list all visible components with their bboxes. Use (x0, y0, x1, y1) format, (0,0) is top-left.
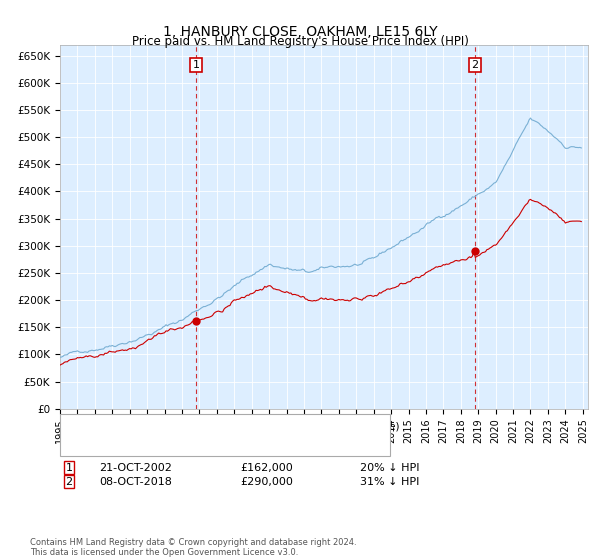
Text: 2: 2 (471, 60, 478, 70)
Text: Contains HM Land Registry data © Crown copyright and database right 2024.
This d: Contains HM Land Registry data © Crown c… (30, 538, 356, 557)
Text: 1, HANBURY CLOSE, OAKHAM, LE15 6LY (detached house): 1, HANBURY CLOSE, OAKHAM, LE15 6LY (deta… (99, 421, 400, 431)
Text: 1, HANBURY CLOSE, OAKHAM, LE15 6LY: 1, HANBURY CLOSE, OAKHAM, LE15 6LY (163, 25, 437, 39)
Text: 2: 2 (65, 477, 73, 487)
Text: ————: ———— (69, 419, 119, 433)
Text: 21-OCT-2002: 21-OCT-2002 (99, 463, 172, 473)
Text: 08-OCT-2018: 08-OCT-2018 (99, 477, 172, 487)
Text: 1: 1 (65, 463, 73, 473)
Text: 1: 1 (193, 60, 199, 70)
Text: 31% ↓ HPI: 31% ↓ HPI (360, 477, 419, 487)
Text: Price paid vs. HM Land Registry's House Price Index (HPI): Price paid vs. HM Land Registry's House … (131, 35, 469, 48)
Text: ————: ———— (69, 438, 119, 451)
Text: 20% ↓ HPI: 20% ↓ HPI (360, 463, 419, 473)
Text: HPI: Average price, detached house, Rutland: HPI: Average price, detached house, Rutl… (99, 440, 332, 450)
Text: £290,000: £290,000 (240, 477, 293, 487)
Text: £162,000: £162,000 (240, 463, 293, 473)
